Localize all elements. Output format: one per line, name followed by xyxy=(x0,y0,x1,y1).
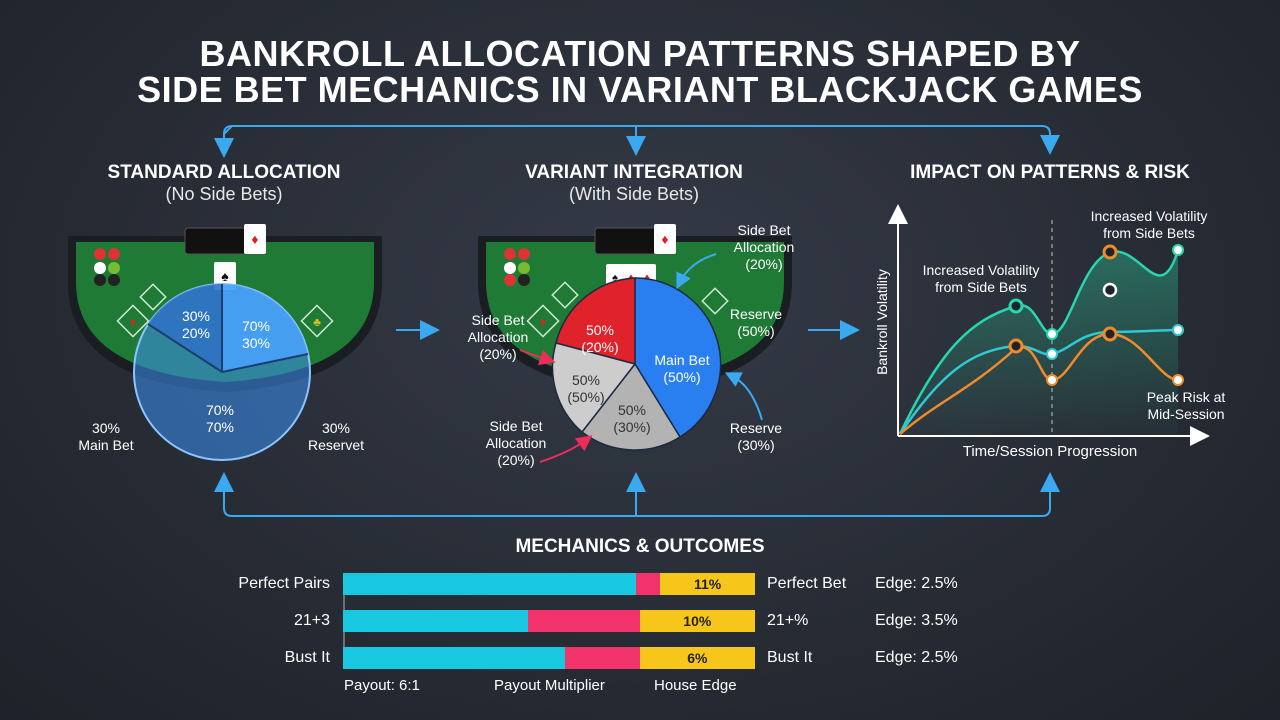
variant-slice-main-label: Main Bet (50%) xyxy=(654,352,710,385)
callout-reserve-right: Reserve (50%) xyxy=(729,306,783,339)
callout-side-bet-bottom-left: Side Bet Allocation (20%) xyxy=(485,418,547,468)
bar-seg-cyan xyxy=(343,610,529,632)
standard-title: STANDARD ALLOCATION xyxy=(107,162,341,183)
row-name-secondary: Perfect Bet xyxy=(767,575,847,592)
variant-table-graphic: ♦ ♠ ♦ ♦ ♦ xyxy=(478,224,792,451)
bar-seg-yellow: 10% xyxy=(639,610,755,632)
impact-annotation-peak: Peak Risk at Mid-Session xyxy=(1146,389,1226,422)
standard-pie-label-c: 70% 70% xyxy=(205,402,235,435)
svg-text:♦: ♦ xyxy=(130,315,136,329)
bar-seg-pink xyxy=(635,573,661,595)
legend-house-edge: House Edge xyxy=(654,677,737,694)
row-edge: Edge: 2.5% xyxy=(875,649,958,666)
row-edge: Edge: 3.5% xyxy=(875,612,958,629)
standard-pie-label-a: 30% 20% xyxy=(181,308,211,341)
chart-markers xyxy=(1008,244,1184,386)
bar-seg-yellow: 11% xyxy=(660,573,755,595)
standard-pie-slice-light xyxy=(222,284,308,372)
variant-slice-gray-left-label: 50% (50%) xyxy=(567,372,605,405)
variant-slice-gray-bottom-label: 50% (30%) xyxy=(613,402,651,435)
page-title-line1: BANKROLL ALLOCATION PATTERNS SHAPED BY xyxy=(199,33,1081,74)
row-edge: Edge: 2.5% xyxy=(875,575,958,592)
variant-subtitle: (With Side Bets) xyxy=(568,184,700,204)
card-icon-3 xyxy=(654,224,676,254)
svg-text:♦: ♦ xyxy=(251,231,258,247)
row-name-secondary: Bust It xyxy=(767,649,813,666)
svg-text:♠: ♠ xyxy=(221,268,229,284)
standard-pie-slice-dark xyxy=(148,283,222,372)
chip-stack-icon xyxy=(94,248,120,286)
svg-text:♠: ♠ xyxy=(612,272,618,284)
legend-payout: Payout: 6:1 xyxy=(344,677,420,694)
stacked-bar: 6% xyxy=(343,647,755,669)
standard-subtitle: (No Side Bets) xyxy=(165,184,283,204)
variant-pie-slice-gray-left xyxy=(551,342,637,434)
bar-seg-cyan xyxy=(343,573,636,595)
impact-title: IMPACT ON PATTERNS & RISK xyxy=(910,162,1190,183)
mechanics-row-21-3: 21+3 10% 21+% Edge: 3.5% xyxy=(0,609,1280,633)
standard-pie-label-b: 70% 30% xyxy=(241,318,271,351)
standard-table-graphic: ♦ ♠ ♦ ♣ xyxy=(68,224,382,461)
mechanics-row-perfect-pairs: Perfect Pairs 11% Perfect Bet Edge: 2.5% xyxy=(0,572,1280,596)
impact-x-label: Time/Session Progression xyxy=(962,443,1138,460)
svg-text:♦: ♦ xyxy=(644,272,650,284)
callout-side-bet-left: Side Bet Allocation (20%) xyxy=(467,312,529,362)
callout-side-bet-top-right: Side Bet Allocation (20%) xyxy=(733,222,795,272)
legend-payout-multiplier: Payout Multiplier xyxy=(494,677,605,694)
variant-pie-slice-red xyxy=(555,277,636,365)
stacked-bar: 11% xyxy=(343,573,755,595)
mechanics-row-bust-it: Bust It 6% Bust It Edge: 2.5% xyxy=(0,646,1280,670)
svg-text:♦: ♦ xyxy=(540,315,546,329)
standard-main-bet-label: 30% Main Bet xyxy=(78,420,134,453)
standard-reserve-label: 30% Reservet xyxy=(307,420,365,453)
row-label: 21+3 xyxy=(293,612,330,629)
card-icon xyxy=(244,224,266,254)
top-connector-left xyxy=(214,125,234,158)
row-label: Bust It xyxy=(284,649,330,666)
stacked-bar: 10% xyxy=(343,610,755,632)
chip-stack-icon-2 xyxy=(504,248,530,286)
svg-text:♣: ♣ xyxy=(313,315,321,329)
callout-reserve-bottom-right: Reserve (30%) xyxy=(729,420,783,453)
impact-annotation-right: Increased Volatility from Side Bets xyxy=(1090,208,1208,241)
impact-annotation-left: Increased Volatility from Side Bets xyxy=(922,262,1040,295)
row-name-secondary: 21+% xyxy=(767,612,809,629)
bar-seg-cyan xyxy=(343,647,566,669)
mechanics-title: MECHANICS & OUTCOMES xyxy=(515,536,765,557)
variant-title: VARIANT INTEGRATION xyxy=(525,162,743,183)
bar-seg-pink xyxy=(528,610,640,632)
svg-text:♦: ♦ xyxy=(661,231,668,247)
row-label: Perfect Pairs xyxy=(238,575,330,592)
impact-y-label: Bankroll Volatility xyxy=(874,269,890,375)
bar-seg-yellow: 6% xyxy=(639,647,755,669)
card-icon-2 xyxy=(214,262,236,290)
page-title-line2: SIDE BET MECHANICS IN VARIANT BLACKJACK … xyxy=(137,69,1143,110)
bar-seg-pink xyxy=(565,647,640,669)
bottom-connector-right xyxy=(223,472,1060,517)
variant-slice-red-label: 50% (20%) xyxy=(581,322,619,355)
impact-volatility-chart xyxy=(888,204,1210,446)
